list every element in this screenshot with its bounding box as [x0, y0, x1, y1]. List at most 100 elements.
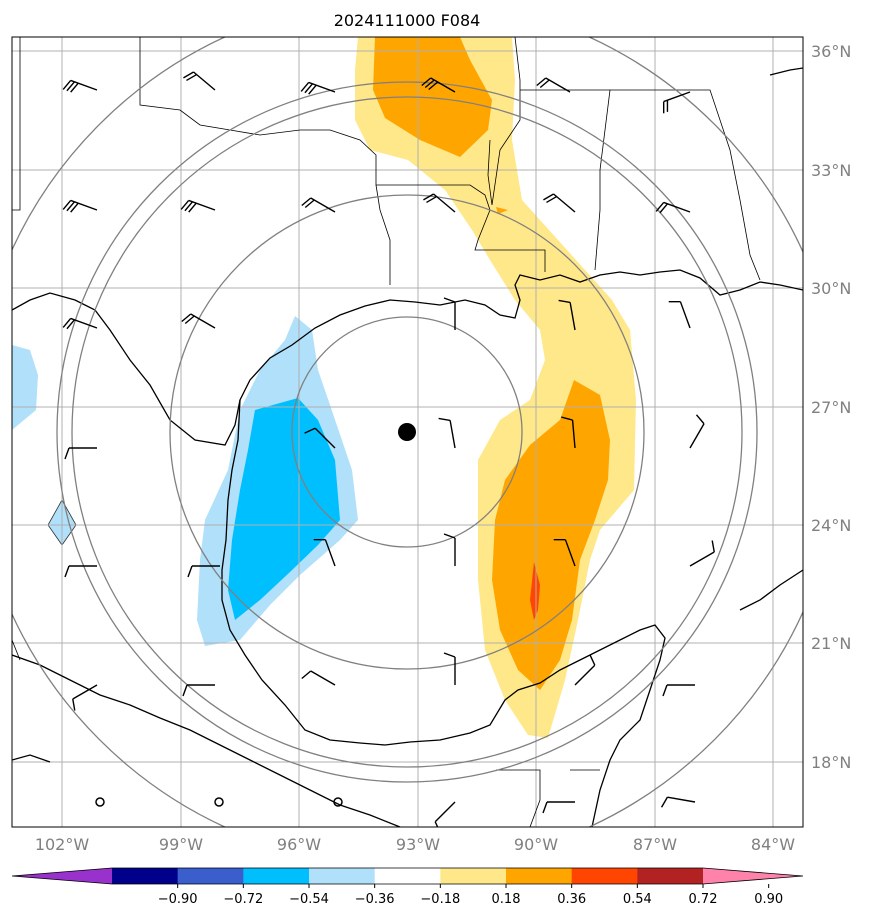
lat-axis: 36°N 33°N 30°N 27°N 24°N 21°N 18°N — [811, 42, 851, 772]
colorbar: −0.90 −0.72 −0.54 −0.36 −0.18 0.18 0.36 0.54 0.7… — [11, 867, 804, 907]
lat-label: 21°N — [811, 634, 851, 653]
lon-label: 102°W — [35, 835, 90, 854]
wind-barb — [180, 199, 216, 213]
wind-barb — [300, 81, 336, 95]
colorbar-segment — [506, 868, 573, 884]
atlantic-coast — [769, 67, 803, 76]
wind-barb — [574, 654, 596, 686]
lon-label: 87°W — [633, 835, 677, 854]
wind-barb — [443, 652, 456, 685]
wind-barb — [183, 71, 216, 91]
wind-barb — [62, 199, 98, 213]
wind-barb — [182, 684, 215, 697]
gulf-coast — [12, 269, 803, 446]
colorbar-segment — [177, 868, 244, 884]
wind-barb — [443, 297, 456, 330]
negative-core-blue — [228, 398, 340, 620]
wind-barb — [434, 801, 456, 827]
wind-barb — [301, 670, 336, 686]
lat-label: 33°N — [811, 161, 851, 180]
wind-barb — [301, 197, 336, 213]
lon-axis: 102°W 99°W 96°W 93°W 90°W 87°W 84°W — [35, 835, 795, 854]
calm-markers — [95, 797, 343, 807]
wind-barb — [561, 416, 576, 449]
lon-label: 96°W — [277, 835, 321, 854]
colorbar-tick-label: −0.18 — [420, 892, 460, 907]
wind-barb — [181, 313, 216, 329]
colorbar-extend-min — [12, 868, 112, 884]
mexico-pacific-coast — [12, 654, 401, 827]
wind-barb — [438, 417, 456, 449]
colorbar-tick-label: 0.72 — [689, 892, 718, 907]
colorbar-segment — [637, 868, 704, 884]
colorbar-tick-label: 0.18 — [492, 892, 521, 907]
orange-speck — [496, 207, 508, 214]
lat-label: 36°N — [811, 42, 851, 61]
wind-barb — [668, 300, 691, 329]
lat-label: 18°N — [811, 753, 851, 772]
wind-barb — [187, 565, 220, 578]
baja-coast — [12, 754, 51, 763]
wind-barb — [655, 201, 691, 214]
storm-center-marker — [398, 423, 416, 441]
wind-barb — [423, 193, 456, 213]
range-rings — [12, 37, 803, 827]
colorbar-segment — [309, 868, 376, 884]
wind-barb — [542, 801, 575, 814]
wind-barb — [660, 796, 696, 808]
positive-core-orange-south — [492, 380, 610, 690]
wind-barb — [72, 684, 98, 711]
colorbar-tick-label: −0.72 — [223, 892, 263, 907]
cuba-coast — [739, 569, 803, 611]
lat-label: 24°N — [811, 516, 851, 535]
map-frame — [11, 36, 804, 828]
colorbar-segment — [440, 868, 507, 884]
wind-barb — [536, 77, 571, 93]
wind-barb — [313, 538, 336, 567]
lon-label: 93°W — [396, 835, 440, 854]
range-ring-3 — [71, 96, 743, 768]
colorbar-tick-label: −0.54 — [289, 892, 329, 907]
wind-barb — [662, 684, 695, 697]
range-ring-2 — [169, 194, 645, 670]
colorbar-segment — [374, 868, 441, 884]
lon-label: 99°W — [159, 835, 203, 854]
calm-marker — [214, 797, 224, 807]
range-ring-4 — [56, 81, 758, 783]
colorbar-tick-label: 0.36 — [557, 892, 586, 907]
lon-label: 90°W — [514, 835, 558, 854]
colorbar-tick-label: −0.36 — [355, 892, 395, 907]
lat-label: 27°N — [811, 398, 851, 417]
wind-barb — [689, 540, 715, 567]
wind-barb — [62, 79, 98, 93]
graticule — [12, 37, 803, 827]
wind-barb — [421, 77, 456, 93]
calm-marker — [333, 797, 343, 807]
positive-core-orange-north — [373, 37, 492, 157]
shading-layer — [12, 37, 636, 738]
lon-label: 84°W — [751, 835, 795, 854]
wind-barb — [443, 533, 456, 566]
range-ring-1 — [291, 316, 523, 548]
colorbar-segment — [243, 868, 310, 884]
positive-band-yellow — [355, 37, 636, 738]
lat-label: 30°N — [811, 279, 851, 298]
colorbar-segment — [112, 868, 179, 884]
calm-marker — [95, 797, 105, 807]
coastlines — [12, 67, 803, 827]
wind-barb — [689, 414, 705, 449]
mexico-coast — [221, 399, 666, 827]
wind-barb — [553, 538, 576, 567]
wind-barb — [64, 565, 97, 578]
wind-barb — [558, 299, 576, 331]
borders — [12, 37, 761, 827]
colorbar-tick-label: −0.90 — [158, 892, 198, 907]
wind-barb — [62, 317, 98, 330]
colorbar-segment — [571, 868, 638, 884]
wind-barbs — [62, 71, 715, 827]
colorbar-extend-max — [703, 868, 803, 884]
wind-barb — [543, 193, 576, 213]
wind-barb — [64, 447, 97, 460]
colorbar-tick-label: 0.54 — [623, 892, 652, 907]
